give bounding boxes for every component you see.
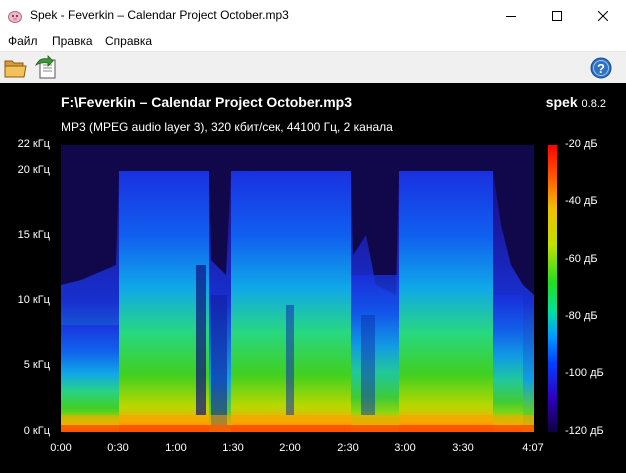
freq-label: 20 кГц bbox=[17, 164, 50, 176]
freq-label: 10 кГц bbox=[17, 294, 50, 306]
time-label: 1:00 bbox=[165, 442, 187, 454]
menu-bar: Файл Правка Справка bbox=[0, 31, 626, 52]
freq-label: 15 кГц bbox=[17, 229, 50, 241]
menu-file[interactable]: Файл bbox=[8, 34, 38, 48]
db-label: -20 дБ bbox=[565, 138, 598, 150]
time-label: 0:00 bbox=[50, 442, 72, 454]
db-label: -120 дБ bbox=[565, 425, 604, 437]
db-label: -60 дБ bbox=[565, 253, 598, 265]
help-button[interactable]: ? bbox=[588, 55, 614, 81]
minimize-icon bbox=[506, 15, 516, 17]
db-label: -80 дБ bbox=[565, 310, 598, 322]
db-colorbar bbox=[548, 145, 557, 432]
brand-version: 0.8.2 bbox=[581, 98, 606, 110]
save-export-icon bbox=[35, 55, 56, 79]
maximize-button[interactable] bbox=[534, 0, 580, 31]
freq-label: 0 кГц bbox=[23, 425, 50, 437]
minimize-button[interactable] bbox=[488, 0, 534, 31]
freq-label: 22 кГц bbox=[17, 138, 50, 150]
time-label: 1:30 bbox=[222, 442, 244, 454]
time-label: 2:00 bbox=[279, 442, 301, 454]
time-label: 3:30 bbox=[452, 442, 474, 454]
title-bar: Spek - Feverkin – Calendar Project Octob… bbox=[0, 0, 626, 31]
close-button[interactable] bbox=[580, 0, 626, 31]
time-label: 2:30 bbox=[337, 442, 359, 454]
folder-open-icon bbox=[4, 60, 27, 78]
svg-text:?: ? bbox=[597, 61, 605, 76]
time-label: 4:07 bbox=[522, 442, 544, 454]
app-icon bbox=[8, 11, 22, 23]
file-title: F:\Feverkin – Calendar Project October.m… bbox=[61, 94, 352, 110]
audio-info: MP3 (MPEG audio layer 3), 320 кбит/сек, … bbox=[61, 120, 393, 134]
brand-label: spek 0.8.2 bbox=[546, 94, 606, 110]
time-label: 0:30 bbox=[107, 442, 129, 454]
freq-label: 5 кГц bbox=[23, 359, 50, 371]
maximize-icon bbox=[552, 10, 562, 21]
db-label: -40 дБ bbox=[565, 195, 598, 207]
save-button[interactable] bbox=[33, 55, 59, 81]
toolbar: ? bbox=[0, 52, 626, 83]
open-file-button[interactable] bbox=[3, 55, 29, 81]
close-icon bbox=[598, 10, 608, 21]
time-label: 3:00 bbox=[394, 442, 416, 454]
menu-help[interactable]: Справка bbox=[105, 34, 153, 48]
menu-edit[interactable]: Правка bbox=[52, 34, 93, 48]
db-label: -100 дБ bbox=[565, 367, 604, 379]
window-title: Spek - Feverkin – Calendar Project Octob… bbox=[30, 8, 289, 22]
spectrogram bbox=[61, 145, 534, 432]
spectrogram-panel: F:\Feverkin – Calendar Project October.m… bbox=[0, 83, 626, 473]
help-icon: ? bbox=[590, 57, 612, 79]
brand-name: spek bbox=[545, 94, 578, 110]
